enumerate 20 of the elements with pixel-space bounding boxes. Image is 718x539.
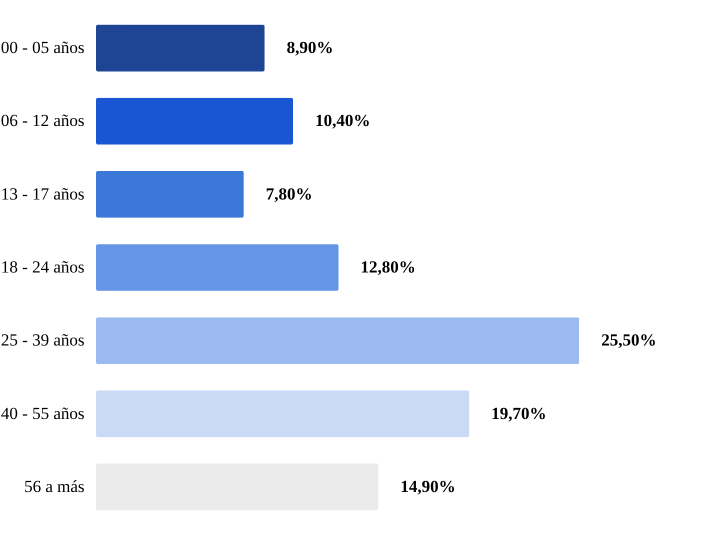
bar [96,390,470,438]
data-label: 25,50% [601,330,656,350]
y-tick-label: 25 - 39 años [0,330,84,350]
y-tick-label: 56 a más [24,476,84,496]
y-tick-label: 40 - 55 años [0,404,84,423]
data-label: 14,90% [400,476,456,496]
data-label: 8,90% [286,38,334,58]
bar [96,24,265,72]
bar [96,170,244,218]
data-label: 12,80% [360,258,416,276]
y-tick-label: 00 - 05 años [0,38,84,58]
data-label: 7,80% [266,184,313,204]
bar [96,244,339,291]
y-tick-label: 06 - 12 años [0,111,84,130]
y-tick-label: 18 - 24 años [0,258,84,276]
data-label: 10,40% [315,111,370,130]
bar [96,317,580,364]
bar [96,98,294,145]
y-tick-label: 13 - 17 años [0,184,84,204]
data-label: 19,70% [491,404,547,423]
